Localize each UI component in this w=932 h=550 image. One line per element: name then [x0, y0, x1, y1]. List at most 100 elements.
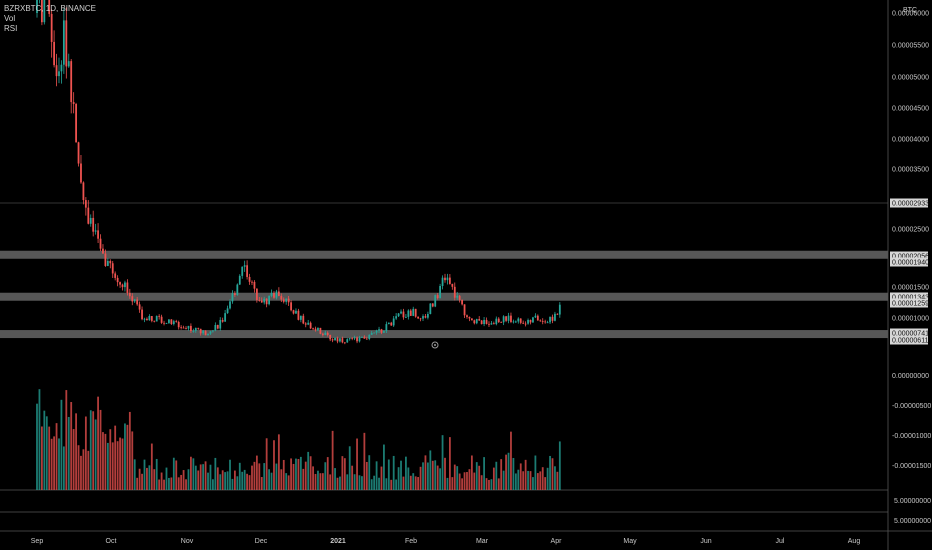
candle-body [62, 20, 65, 65]
level-price-tag[interactable] [890, 251, 928, 261]
candle-body [500, 322, 503, 323]
candle-body [277, 291, 280, 296]
volume-bar [302, 468, 305, 490]
volume-bar [38, 389, 41, 490]
candle-body [488, 323, 490, 325]
candle-body [40, 0, 43, 23]
candle-body [124, 282, 126, 288]
volume-bar [277, 434, 280, 490]
candle-body [297, 310, 300, 320]
volume-bar [497, 478, 500, 490]
symbol-title[interactable]: BZRXBTC, 1D, BINANCE [4, 4, 97, 13]
price-tick-label: 0.00002500 [892, 227, 929, 234]
time-tick-label: Apr [551, 538, 563, 545]
time-tick-label: 2021 [330, 538, 346, 545]
level-price-tag[interactable] [890, 335, 928, 345]
volume-bar [219, 474, 222, 490]
volume-bar [248, 475, 251, 490]
volume-bar [104, 433, 107, 490]
candle-body [463, 304, 466, 316]
candle-body [370, 332, 373, 335]
volume-bar [116, 441, 119, 490]
volume-bar [390, 479, 393, 490]
volume-bar [258, 463, 261, 490]
candle-body [253, 281, 256, 289]
level-band[interactable] [0, 330, 888, 339]
time-tick-label: Feb [405, 538, 417, 545]
level-price-tag[interactable] [890, 198, 928, 208]
candle-body [219, 320, 222, 329]
candle-body [119, 282, 121, 285]
candle-body [141, 309, 143, 320]
time-axis[interactable]: Sep Oct Nov Dec 2021 Feb Mar Apr May Jun Jul Aug [31, 538, 861, 545]
volume-bar [507, 452, 510, 490]
time-tick-label: Dec [255, 538, 268, 545]
volume-bar [143, 459, 146, 490]
volume-bar [426, 462, 429, 490]
candle-body [490, 323, 493, 325]
time-tick-label: Jul [776, 538, 785, 545]
volume-bar [346, 474, 349, 490]
level-band[interactable] [0, 250, 888, 259]
candle-body [87, 207, 90, 224]
volume-bar [419, 466, 422, 490]
volume-bar [58, 438, 60, 490]
candle-body [522, 322, 525, 324]
candle-body [431, 303, 434, 307]
volume-bar [375, 461, 378, 490]
volume-bar [309, 456, 312, 490]
volume-indicator-label[interactable]: Vol [4, 14, 16, 23]
level-band[interactable] [0, 292, 888, 301]
candle-body [287, 298, 290, 303]
candle-body [238, 275, 241, 285]
candle-body [551, 316, 554, 321]
candle-body [72, 102, 75, 104]
volume-bar [373, 475, 376, 490]
rsi-indicator-label[interactable]: RSI [4, 24, 18, 33]
volume-bar [549, 455, 551, 490]
candle-body [65, 20, 68, 67]
candle-body [387, 322, 390, 325]
volume-bar [255, 455, 258, 490]
volume-bar [478, 465, 481, 490]
volume-bar [160, 472, 163, 490]
candle-body [212, 330, 214, 332]
volume-bar [89, 410, 92, 490]
candle-body [558, 304, 561, 315]
candle-body [453, 286, 456, 298]
level-price-tag[interactable] [890, 292, 928, 302]
candle-body [326, 332, 329, 335]
candle-body [446, 277, 449, 281]
candle-body [116, 277, 119, 283]
rsi-tick-label: 5.00000000 [894, 518, 931, 525]
candle-body [229, 301, 231, 309]
volume-bar [458, 473, 461, 490]
level-price-label: 0.00002933 [892, 201, 929, 208]
candle-body [324, 332, 327, 335]
candle-body [480, 320, 483, 325]
candle-body [226, 308, 229, 314]
volume-bar [119, 437, 121, 490]
candle-body [224, 313, 227, 322]
volume-bar [87, 450, 90, 490]
candlestick-series [36, 0, 561, 345]
candle-body [280, 295, 283, 300]
volume-bar [45, 416, 48, 490]
volume-bar [70, 402, 73, 490]
level-price-tag[interactable] [890, 298, 928, 308]
candle-body [260, 300, 263, 303]
volume-bar [80, 455, 82, 490]
level-price-tag[interactable] [890, 328, 928, 338]
volume-bar [451, 477, 454, 490]
candle-body [155, 315, 158, 322]
volume-bar [539, 471, 542, 490]
candle-body [192, 330, 195, 332]
candle-body [517, 318, 520, 322]
candle-body [84, 200, 87, 208]
level-price-tag[interactable] [890, 257, 928, 267]
volume-bar [446, 477, 449, 490]
dividend-marker-icon[interactable] [431, 341, 439, 349]
candle-body [373, 332, 376, 334]
